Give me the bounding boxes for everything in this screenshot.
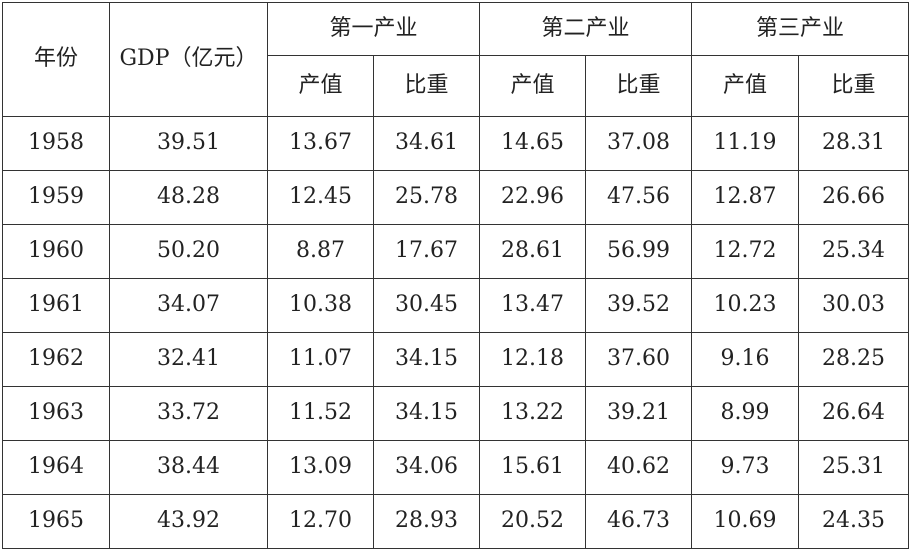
cell-gdp: 32.41 <box>109 332 268 387</box>
cell-year: 1959 <box>2 170 110 225</box>
cell-primary-output: 8.87 <box>267 224 374 279</box>
cell-tertiary-output: 10.23 <box>691 278 800 333</box>
cell-primary-output: 11.07 <box>267 332 374 387</box>
header-primary-share: 比重 <box>372 55 481 117</box>
cell-secondary-output: 20.52 <box>479 494 587 549</box>
cell-secondary-output: 14.65 <box>479 116 587 171</box>
cell-primary-share: 34.15 <box>372 386 481 441</box>
cell-year: 1963 <box>2 386 110 441</box>
table-row: 1965 43.92 12.70 28.93 20.52 46.73 10.69… <box>2 494 910 549</box>
cell-primary-output: 13.67 <box>267 116 374 171</box>
header-year: 年份 <box>2 2 110 117</box>
cell-tertiary-share: 25.31 <box>798 440 910 495</box>
cell-primary-output: 13.09 <box>267 440 374 495</box>
cell-gdp: 38.44 <box>109 440 268 495</box>
cell-gdp: 34.07 <box>109 278 268 333</box>
header-primary-industry: 第一产业 <box>266 2 481 56</box>
cell-tertiary-share: 30.03 <box>798 278 910 333</box>
cell-secondary-share: 40.62 <box>585 440 693 495</box>
cell-primary-output: 12.45 <box>267 170 374 225</box>
table-row: 1962 32.41 11.07 34.15 12.18 37.60 9.16 … <box>2 332 910 387</box>
cell-primary-share: 17.67 <box>372 224 481 279</box>
cell-tertiary-output: 9.16 <box>691 332 800 387</box>
cell-secondary-output: 13.47 <box>479 278 587 333</box>
cell-tertiary-output: 11.19 <box>691 116 800 171</box>
cell-tertiary-output: 8.99 <box>691 386 800 441</box>
cell-year: 1964 <box>2 440 110 495</box>
cell-primary-share: 28.93 <box>372 494 481 549</box>
cell-tertiary-output: 12.87 <box>691 170 800 225</box>
cell-tertiary-share: 26.66 <box>798 170 910 225</box>
cell-secondary-share: 47.56 <box>585 170 693 225</box>
cell-secondary-share: 37.60 <box>585 332 693 387</box>
cell-primary-output: 11.52 <box>267 386 374 441</box>
cell-secondary-output: 13.22 <box>479 386 587 441</box>
cell-gdp: 39.51 <box>109 116 268 171</box>
header-secondary-industry: 第二产业 <box>479 2 693 56</box>
header-gdp: GDP（亿元） <box>109 2 268 117</box>
cell-tertiary-share: 24.35 <box>798 494 910 549</box>
header-primary-output: 产值 <box>267 55 374 117</box>
cell-tertiary-share: 26.64 <box>798 386 910 441</box>
cell-secondary-share: 39.21 <box>585 386 693 441</box>
cell-secondary-share: 37.08 <box>585 116 693 171</box>
header-secondary-share: 比重 <box>585 55 693 117</box>
cell-secondary-share: 39.52 <box>585 278 693 333</box>
cell-primary-share: 34.06 <box>372 440 481 495</box>
table-row: 1958 39.51 13.67 34.61 14.65 37.08 11.19… <box>2 116 910 171</box>
cell-gdp: 43.92 <box>109 494 268 549</box>
cell-year: 1965 <box>2 494 110 549</box>
cell-year: 1962 <box>2 332 110 387</box>
header-secondary-output: 产值 <box>479 55 587 117</box>
cell-gdp: 48.28 <box>109 170 268 225</box>
cell-year: 1960 <box>2 224 110 279</box>
cell-tertiary-share: 28.31 <box>798 116 910 171</box>
cell-primary-output: 10.38 <box>267 278 374 333</box>
table-row: 1964 38.44 13.09 34.06 15.61 40.62 9.73 … <box>2 440 910 495</box>
table-row: 1963 33.72 11.52 34.15 13.22 39.21 8.99 … <box>2 386 910 441</box>
cell-primary-share: 25.78 <box>372 170 481 225</box>
cell-secondary-output: 28.61 <box>479 224 587 279</box>
cell-tertiary-output: 9.73 <box>691 440 800 495</box>
cell-primary-output: 12.70 <box>267 494 374 549</box>
cell-gdp: 50.20 <box>109 224 268 279</box>
header-tertiary-output: 产值 <box>691 55 800 117</box>
cell-primary-share: 34.15 <box>372 332 481 387</box>
cell-primary-share: 30.45 <box>372 278 481 333</box>
cell-year: 1961 <box>2 278 110 333</box>
cell-secondary-share: 46.73 <box>585 494 693 549</box>
cell-primary-share: 34.61 <box>372 116 481 171</box>
cell-secondary-output: 12.18 <box>479 332 587 387</box>
cell-tertiary-output: 12.72 <box>691 224 800 279</box>
cell-secondary-output: 22.96 <box>479 170 587 225</box>
cell-secondary-output: 15.61 <box>479 440 587 495</box>
cell-year: 1958 <box>2 116 110 171</box>
cell-secondary-share: 56.99 <box>585 224 693 279</box>
cell-gdp: 33.72 <box>109 386 268 441</box>
table-row: 1960 50.20 8.87 17.67 28.61 56.99 12.72 … <box>2 224 910 279</box>
cell-tertiary-share: 28.25 <box>798 332 910 387</box>
table-row: 1959 48.28 12.45 25.78 22.96 47.56 12.87… <box>2 170 910 225</box>
header-tertiary-share: 比重 <box>798 55 910 117</box>
cell-tertiary-share: 25.34 <box>798 224 910 279</box>
table-row: 1961 34.07 10.38 30.45 13.47 39.52 10.23… <box>2 278 910 333</box>
cell-tertiary-output: 10.69 <box>691 494 800 549</box>
header-tertiary-industry: 第三产业 <box>691 2 910 56</box>
